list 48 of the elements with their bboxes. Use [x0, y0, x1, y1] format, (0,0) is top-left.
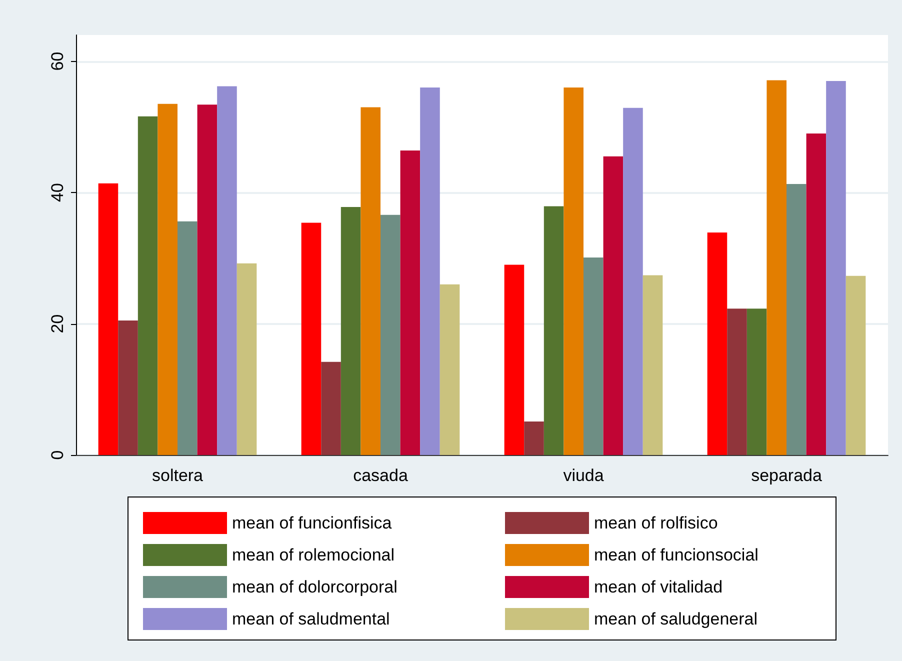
bar	[440, 284, 460, 455]
bar	[380, 214, 400, 455]
bar	[786, 184, 806, 455]
bar	[360, 107, 380, 455]
legend-label: mean of saludgeneral	[594, 610, 758, 628]
bar	[544, 206, 564, 455]
y-tick-label: 40	[48, 183, 67, 202]
bar	[846, 276, 866, 455]
legend-label: mean of rolfisico	[594, 514, 718, 532]
bar	[746, 308, 767, 455]
bar	[197, 104, 218, 455]
bar	[504, 264, 524, 455]
legend-label: mean of dolorcorporal	[232, 578, 398, 596]
legend-label: mean of rolemocional	[232, 546, 395, 564]
bar	[420, 88, 440, 455]
bar	[707, 232, 728, 455]
bar	[236, 263, 257, 455]
y-tick-label: 0	[48, 450, 67, 460]
y-tick-label: 20	[48, 314, 67, 334]
bar	[321, 362, 341, 455]
bar	[584, 257, 604, 455]
legend-label: mean of funcionfisica	[232, 514, 392, 532]
legend-label: mean of funcionsocial	[594, 546, 758, 564]
legend-label: mean of saludmental	[232, 610, 390, 628]
bar	[564, 88, 584, 455]
bar	[340, 206, 361, 455]
legend-label: mean of vitalidad	[594, 578, 723, 596]
bar	[524, 422, 544, 455]
bar	[178, 221, 198, 455]
bar	[98, 183, 118, 455]
x-tick-label: casada	[353, 466, 408, 485]
bar	[727, 308, 747, 455]
bar	[806, 133, 826, 455]
bar	[217, 86, 237, 455]
x-tick-label: viuda	[563, 466, 604, 485]
bar	[138, 116, 158, 455]
bar	[766, 80, 786, 455]
bar	[301, 222, 322, 455]
x-tick-label: separada	[751, 466, 822, 485]
y-tick-label: 60	[48, 52, 67, 71]
bar	[623, 108, 643, 455]
bar	[158, 104, 178, 455]
x-tick-label: soltera	[152, 466, 204, 485]
bar	[826, 80, 846, 455]
bar	[642, 275, 663, 455]
bar	[118, 320, 138, 455]
bar	[603, 156, 624, 455]
bar	[400, 150, 420, 455]
